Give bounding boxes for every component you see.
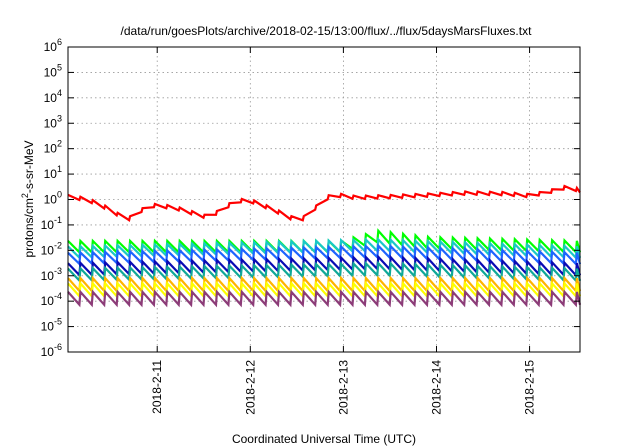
y-tick-base: 10 bbox=[41, 320, 55, 334]
y-tick-exponent: 5 bbox=[57, 62, 62, 72]
y-tick-exponent: 4 bbox=[57, 88, 62, 98]
y-tick-label: 10-5 bbox=[41, 317, 62, 334]
x-axis-label: Coordinated Universal Time (UTC) bbox=[232, 432, 416, 446]
y-tick-exponent: 6 bbox=[57, 37, 62, 47]
y-tick-label: 10-4 bbox=[41, 291, 62, 308]
series-line-1 bbox=[67, 184, 581, 222]
y-tick-labels: 10-610-510-410-310-210-11001011021031041… bbox=[41, 37, 62, 359]
y-tick-base: 10 bbox=[44, 91, 58, 105]
y-tick-exponent: -3 bbox=[54, 266, 62, 276]
y-tick-label: 105 bbox=[44, 62, 62, 79]
y-tick-base: 10 bbox=[44, 167, 58, 181]
chart-title: /data/run/goesPlots/archive/2018-02-15/1… bbox=[121, 24, 533, 38]
y-tick-exponent: 1 bbox=[57, 164, 62, 174]
y-tick-label: 104 bbox=[44, 88, 62, 105]
x-tick-label: 2018-2-14 bbox=[429, 360, 443, 415]
y-tick-label: 106 bbox=[44, 37, 62, 54]
y-tick-label: 10-1 bbox=[41, 215, 62, 232]
y-tick-label: 10-2 bbox=[41, 240, 62, 257]
series-line-9 bbox=[67, 289, 582, 308]
grid bbox=[68, 47, 580, 352]
y-tick-label: 10-3 bbox=[41, 266, 62, 283]
y-tick-base: 10 bbox=[41, 345, 55, 359]
y-tick-base: 10 bbox=[44, 116, 58, 130]
y-tick-label: 10-6 bbox=[41, 342, 62, 359]
x-tick-label: 2018-2-13 bbox=[336, 360, 350, 415]
y-tick-label: 101 bbox=[44, 164, 62, 181]
x-tick-label: 2018-2-11 bbox=[150, 360, 164, 414]
y-tick-base: 10 bbox=[41, 294, 55, 308]
series-group bbox=[67, 184, 582, 308]
x-tick-label: 2018-2-12 bbox=[243, 360, 257, 415]
ticks bbox=[68, 46, 580, 353]
y-axis-label-rest: -s-sr-MeV bbox=[22, 140, 36, 193]
y-tick-base: 10 bbox=[44, 193, 58, 207]
y-axis-label: protons/cm2-s-sr-MeV bbox=[20, 140, 36, 257]
y-tick-base: 10 bbox=[44, 65, 58, 79]
y-axis-label-sup: 2 bbox=[20, 193, 30, 198]
x-tick-labels: 2018-2-11 2018-2-12 2018-2-13 2018-2-14 2018… bbox=[150, 360, 536, 415]
y-axis-label-base: protons/cm bbox=[22, 198, 36, 257]
y-tick-exponent: -2 bbox=[54, 240, 62, 250]
y-tick-base: 10 bbox=[44, 40, 58, 54]
y-tick-exponent: -4 bbox=[54, 291, 62, 301]
y-tick-exponent: -1 bbox=[54, 215, 62, 225]
y-tick-base: 10 bbox=[44, 142, 58, 156]
x-tick-label: 2018-2-15 bbox=[523, 360, 537, 415]
y-tick-base: 10 bbox=[41, 243, 55, 257]
y-tick-base: 10 bbox=[41, 269, 55, 283]
y-tick-exponent: -5 bbox=[54, 317, 62, 327]
y-tick-label: 100 bbox=[44, 190, 62, 207]
y-tick-exponent: -6 bbox=[54, 342, 62, 352]
y-tick-base: 10 bbox=[41, 218, 55, 232]
y-tick-exponent: 2 bbox=[57, 139, 62, 149]
plot-frame bbox=[67, 46, 581, 353]
y-tick-exponent: 3 bbox=[57, 113, 62, 123]
y-tick-label: 102 bbox=[44, 139, 62, 156]
y-tick-exponent: 0 bbox=[57, 190, 62, 200]
y-tick-label: 103 bbox=[44, 113, 62, 130]
